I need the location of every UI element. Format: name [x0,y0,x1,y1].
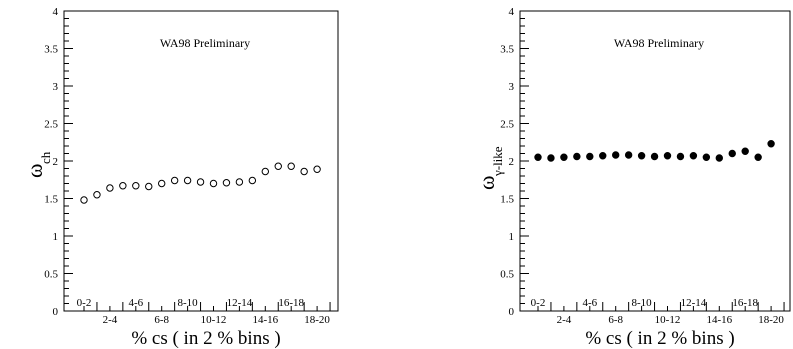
data-point [612,151,620,159]
x-axis-title: % cs ( in 2 % bins ) [131,328,280,349]
data-point [274,162,282,170]
x-bin-label: 18-20 [758,314,784,326]
data-point [222,179,231,187]
data-point [183,176,192,185]
y-tick-label: 1.5 [44,194,58,206]
data-point [547,154,555,162]
data-point [248,176,257,185]
data-point [637,152,646,160]
data-point [689,152,698,160]
data-point [313,165,321,173]
y-tick-label: 1.5 [500,194,514,206]
annotation-text: WA98 Preliminary [160,36,250,50]
x-bin-label: 12-14 [227,297,253,309]
x-bin-label: 2-4 [103,314,118,326]
data-point [158,179,166,188]
x-bin-label: 8-10 [632,297,653,309]
annotation-text: WA98 Preliminary [614,36,704,50]
x-bin-label: 10-12 [655,314,681,326]
y-tick-label: 1 [509,231,515,243]
data-point [573,152,581,161]
data-point [209,179,218,188]
x-bin-label: 6-8 [608,314,623,326]
data-point [196,178,205,186]
x-bin-label: 18-20 [304,314,330,326]
data-point [599,152,607,160]
y-axis-title: ω [474,176,499,190]
y-tick-label: 3 [53,81,59,93]
right-panel-omega-gamma-like: 0 0.5 1 1.5 2 2.5 3 3.5 4 0-2 4-6 8-10 12-14 16-18 2-4… [474,6,791,349]
data-point [754,153,762,161]
x-bin-label: 4-6 [582,297,597,309]
y-tick-label: 0 [509,306,515,318]
y-tick-label: 0 [53,306,59,318]
y-tick-label: 3 [509,81,515,93]
data-point [287,162,295,170]
data-point [728,149,736,158]
data-point [80,196,88,204]
x-bin-label: 12-14 [681,297,707,309]
x-bin-label: 14-16 [252,314,278,326]
data-point [170,176,179,185]
x-bin-label: 0-2 [531,297,546,309]
data-point [650,152,659,161]
data-point [93,191,101,199]
x-bin-label: 16-18 [278,297,304,309]
data-point [663,152,672,160]
x-bin-label: 16-18 [732,297,758,309]
data-point [560,153,568,161]
x-bin-label: 6-8 [154,314,169,326]
data-point [300,167,308,176]
x-bin-label: 2-4 [557,314,572,326]
y-tick-label: 1 [53,231,59,243]
y-tick-label: 4 [53,6,59,18]
y-tick-label: 2 [53,156,59,168]
x-bin-label: 8-10 [178,297,199,309]
y-axis-title: ω [22,164,47,178]
data-point [586,152,594,161]
data-point [106,184,114,192]
data-point [676,152,685,161]
data-point [741,147,749,155]
x-bin-label: 14-16 [706,314,732,326]
y-tick-label: 2 [509,156,515,168]
y-axis-title-subscript: ch [38,151,53,164]
y-tick-label: 2.5 [500,119,514,131]
data-point [767,140,775,148]
data-point [715,154,723,162]
y-tick-label: 0.5 [44,269,58,281]
x-bin-label: 0-2 [77,297,92,309]
data-point [119,182,127,190]
data-point [235,178,244,186]
y-axis-title-subscript: γ-like [490,146,505,177]
data-point [702,153,711,161]
y-tick-label: 4 [509,6,515,18]
plot-frame [63,10,339,312]
data-point [624,151,633,159]
y-tick-label: 3.5 [44,44,58,56]
plot-frame [519,10,791,312]
data-point [534,153,542,161]
x-axis-title: % cs ( in 2 % bins ) [585,328,734,349]
y-tick-label: 3.5 [500,44,514,56]
data-point [261,167,269,176]
data-point [132,182,140,190]
y-tick-label: 2.5 [44,119,58,131]
x-bin-label: 10-12 [201,314,227,326]
data-point [145,182,153,191]
x-bin-label: 4-6 [128,297,143,309]
y-tick-label: 0.5 [500,269,514,281]
left-panel-omega-ch: 0 0.5 1 1.5 2 2.5 3 3.5 4 0-2 4-6 8-10 12-14 16-18 2-4… [22,6,339,349]
